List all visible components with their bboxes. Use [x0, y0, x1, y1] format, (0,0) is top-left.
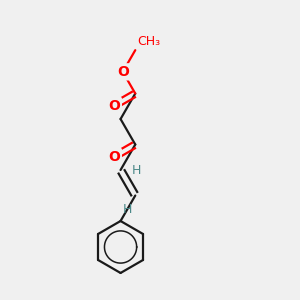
Text: O: O [108, 99, 120, 112]
Text: O: O [117, 65, 129, 79]
Text: O: O [108, 150, 120, 164]
Text: CH₃: CH₃ [137, 35, 160, 48]
Text: H: H [122, 203, 132, 216]
Text: H: H [132, 164, 141, 176]
